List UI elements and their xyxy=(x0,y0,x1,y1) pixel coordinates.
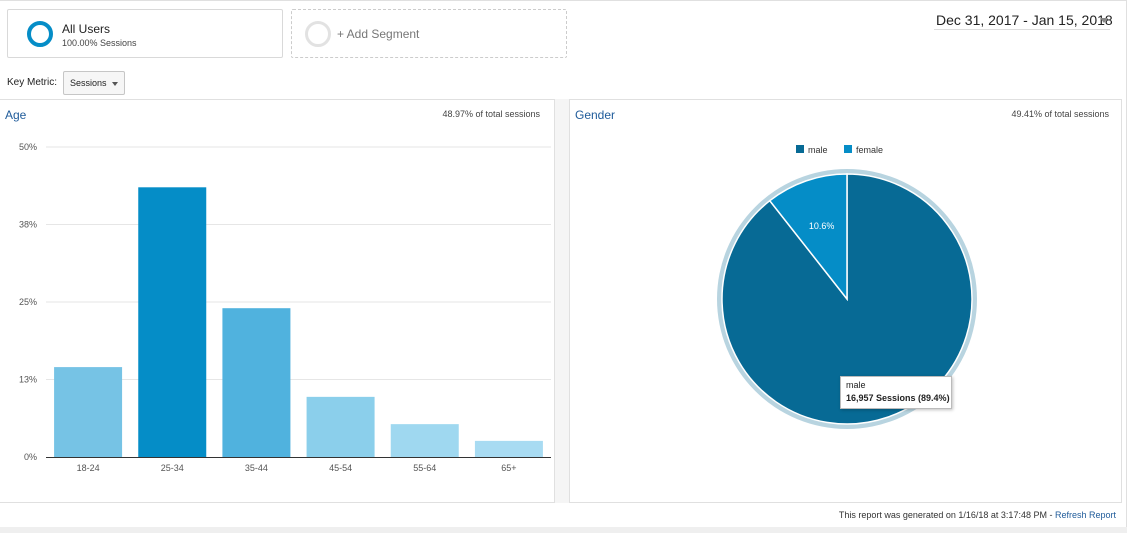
x-tick-label: 55-64 xyxy=(413,463,436,473)
x-tick-label: 65+ xyxy=(501,463,516,473)
gender-panel-stat: 49.41% of total sessions xyxy=(1011,109,1109,119)
pie-slice-male xyxy=(721,173,973,425)
y-tick-label: 25% xyxy=(19,297,37,307)
x-tick-label: 35-44 xyxy=(245,463,268,473)
refresh-report-link[interactable]: Refresh Report xyxy=(1054,510,1116,520)
tooltip-value: 16,957 Sessions (89.4%) xyxy=(846,393,950,403)
pie-data-label-female: 10.6% xyxy=(809,221,835,231)
date-range-text: Dec 31, 2017 - Jan 15, 2018 xyxy=(936,12,1113,28)
segment-all-users[interactable]: All Users 100.00% Sessions xyxy=(7,9,283,58)
x-tick-label: 45-54 xyxy=(329,463,352,473)
report-footer: This report was generated on 1/16/18 at … xyxy=(839,510,1116,520)
age-bar-chart: 0% 13% 25% 38% 50% 18-24 25-34 35-44 45-54 55-64 6… xyxy=(19,142,551,473)
legend-label-male: male xyxy=(808,145,828,155)
legend-swatch-female xyxy=(844,145,852,153)
bar-25-34 xyxy=(138,187,207,458)
y-tick-label: 0% xyxy=(24,452,37,462)
y-tick-label: 50% xyxy=(19,142,37,152)
pie-slice-female xyxy=(768,173,848,302)
add-segment-label: + Add Segment xyxy=(337,27,420,41)
chevron-down-icon xyxy=(112,82,118,86)
segment-sessions: 100.00% Sessions xyxy=(62,38,137,48)
segment-ring-icon xyxy=(27,21,53,47)
legend-swatch-male xyxy=(796,145,804,153)
key-metric-select[interactable]: Sessions xyxy=(63,71,125,95)
gender-panel-title: Gender xyxy=(575,108,616,122)
add-segment-button[interactable]: + Add Segment xyxy=(291,9,567,58)
x-tick-label: 25-34 xyxy=(161,463,184,473)
bar-18-24 xyxy=(54,367,123,457)
segment-name: All Users xyxy=(62,22,111,36)
age-panel-title: Age xyxy=(5,108,27,122)
bottom-strip xyxy=(0,527,1127,533)
date-range-picker[interactable]: Dec 31, 2017 - Jan 15, 2018 xyxy=(934,11,1113,30)
generated-text: This report was generated on 1/16/18 at … xyxy=(838,510,1055,520)
pie-tooltip: male 16,957 Sessions (89.4%) xyxy=(840,376,952,409)
y-tick-label: 13% xyxy=(19,375,37,385)
panel-gap xyxy=(555,99,569,503)
y-tick-label: 38% xyxy=(19,220,37,230)
gender-panel: Gender 49.41% of total sessions 10.6% mal… xyxy=(569,99,1122,503)
key-metric-label: Key Metric: xyxy=(7,77,58,88)
tooltip-label: male xyxy=(846,380,866,390)
gender-pie-chart: 10.6% male female xyxy=(717,145,977,429)
bar-65+ xyxy=(474,440,543,457)
segment-placeholder-icon xyxy=(305,21,331,47)
x-tick-label: 18-24 xyxy=(77,463,100,473)
bar-55-64 xyxy=(390,424,459,457)
chevron-down-icon xyxy=(1100,18,1108,23)
bar-45-54 xyxy=(306,396,375,457)
legend-label-female: female xyxy=(856,145,883,155)
age-panel-stat: 48.97% of total sessions xyxy=(442,109,540,119)
bar-35-44 xyxy=(222,308,291,457)
age-panel: Age 48.97% of total sessions 0% 13% 25% 38%… xyxy=(0,99,555,503)
key-metric-value: Sessions xyxy=(70,78,107,88)
